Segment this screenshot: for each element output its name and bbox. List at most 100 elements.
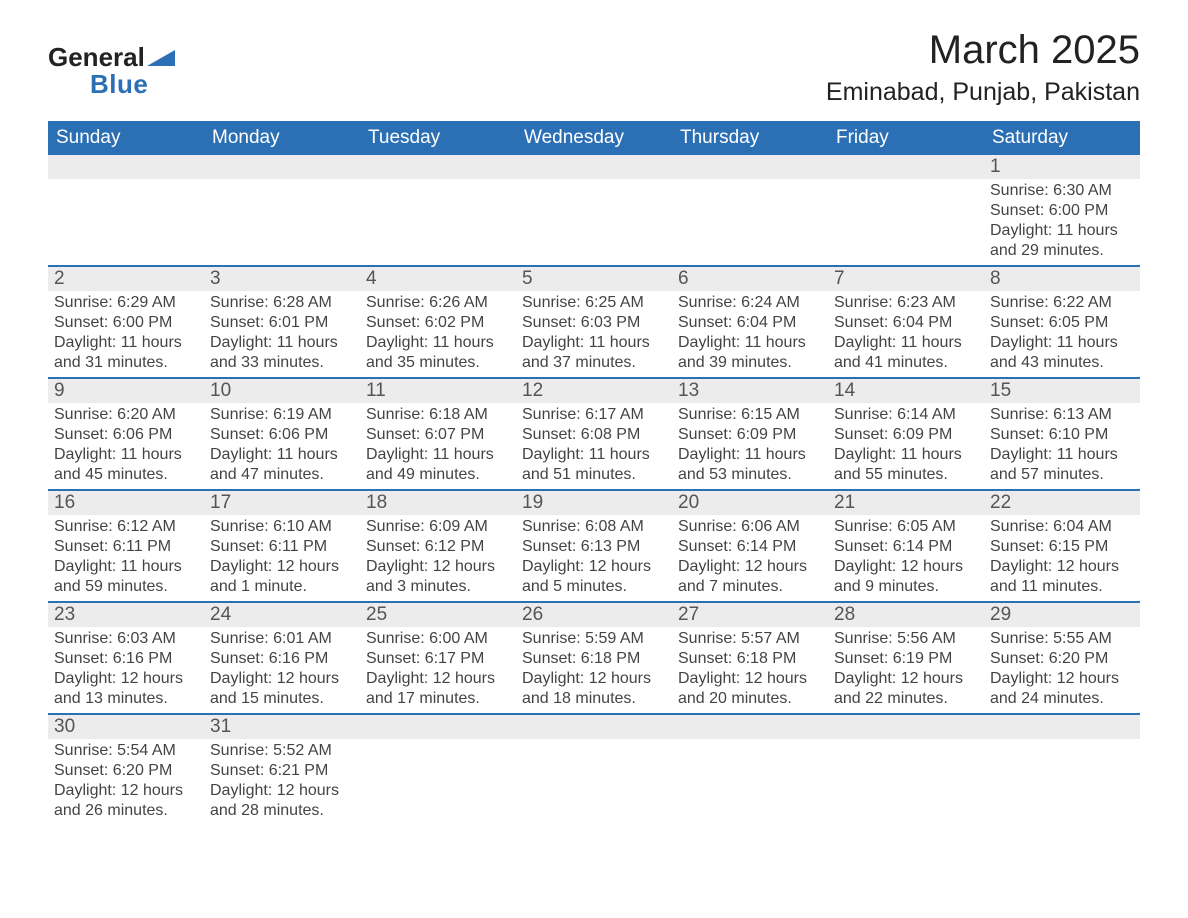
- day-d1: Daylight: 12 hours: [210, 557, 354, 577]
- day-number-cell: 18: [360, 490, 516, 515]
- day-d2: and 7 minutes.: [678, 577, 822, 597]
- day-ss: Sunset: 6:03 PM: [522, 313, 666, 333]
- day-d1: Daylight: 11 hours: [54, 333, 198, 353]
- day-d1: Daylight: 11 hours: [54, 557, 198, 577]
- day-number-cell: 6: [672, 266, 828, 291]
- day-detail-cell: [516, 179, 672, 266]
- day-number-row: 3031: [48, 714, 1140, 739]
- day-d1: Daylight: 12 hours: [834, 557, 978, 577]
- day-d1: Daylight: 12 hours: [366, 669, 510, 689]
- day-sr: Sunrise: 6:00 AM: [366, 629, 510, 649]
- day-ss: Sunset: 6:01 PM: [210, 313, 354, 333]
- day-d2: and 39 minutes.: [678, 353, 822, 373]
- day-sr: Sunrise: 5:56 AM: [834, 629, 978, 649]
- day-d2: and 47 minutes.: [210, 465, 354, 485]
- day-number-cell: 7: [828, 266, 984, 291]
- day-d1: Daylight: 12 hours: [54, 669, 198, 689]
- day-d1: Daylight: 11 hours: [54, 445, 198, 465]
- day-ss: Sunset: 6:20 PM: [54, 761, 198, 781]
- day-sr: Sunrise: 6:09 AM: [366, 517, 510, 537]
- day-sr: Sunrise: 6:23 AM: [834, 293, 978, 313]
- day-sr: Sunrise: 5:57 AM: [678, 629, 822, 649]
- day-number-cell: 4: [360, 266, 516, 291]
- day-number-cell: 29: [984, 602, 1140, 627]
- day-d2: and 43 minutes.: [990, 353, 1134, 373]
- day-sr: Sunrise: 6:10 AM: [210, 517, 354, 537]
- day-d1: Daylight: 12 hours: [522, 557, 666, 577]
- day-number-cell: [360, 155, 516, 179]
- day-number-row: 2345678: [48, 266, 1140, 291]
- day-d2: and 49 minutes.: [366, 465, 510, 485]
- day-d1: Daylight: 11 hours: [522, 333, 666, 353]
- page-subtitle: Eminabad, Punjab, Pakistan: [826, 78, 1140, 107]
- weekday-header: Sunday: [48, 121, 204, 155]
- day-sr: Sunrise: 6:20 AM: [54, 405, 198, 425]
- day-detail-cell: Sunrise: 6:17 AMSunset: 6:08 PMDaylight:…: [516, 403, 672, 490]
- day-ss: Sunset: 6:21 PM: [210, 761, 354, 781]
- day-detail-cell: Sunrise: 6:18 AMSunset: 6:07 PMDaylight:…: [360, 403, 516, 490]
- weekday-header: Saturday: [984, 121, 1140, 155]
- day-d2: and 45 minutes.: [54, 465, 198, 485]
- day-sr: Sunrise: 6:15 AM: [678, 405, 822, 425]
- day-ss: Sunset: 6:07 PM: [366, 425, 510, 445]
- day-detail-cell: Sunrise: 6:10 AMSunset: 6:11 PMDaylight:…: [204, 515, 360, 602]
- day-number-cell: [984, 714, 1140, 739]
- day-d2: and 55 minutes.: [834, 465, 978, 485]
- day-detail-cell: Sunrise: 6:01 AMSunset: 6:16 PMDaylight:…: [204, 627, 360, 714]
- day-number-cell: 15: [984, 378, 1140, 403]
- day-number-cell: [516, 155, 672, 179]
- weekday-header: Thursday: [672, 121, 828, 155]
- day-ss: Sunset: 6:09 PM: [834, 425, 978, 445]
- day-number-cell: 12: [516, 378, 672, 403]
- weekday-header-row: SundayMondayTuesdayWednesdayThursdayFrid…: [48, 121, 1140, 155]
- day-ss: Sunset: 6:15 PM: [990, 537, 1134, 557]
- day-ss: Sunset: 6:16 PM: [54, 649, 198, 669]
- day-ss: Sunset: 6:04 PM: [834, 313, 978, 333]
- day-number-row: 16171819202122: [48, 490, 1140, 515]
- day-detail-cell: Sunrise: 6:04 AMSunset: 6:15 PMDaylight:…: [984, 515, 1140, 602]
- day-d1: Daylight: 12 hours: [834, 669, 978, 689]
- day-d2: and 17 minutes.: [366, 689, 510, 709]
- day-d1: Daylight: 12 hours: [522, 669, 666, 689]
- day-ss: Sunset: 6:00 PM: [54, 313, 198, 333]
- day-d2: and 15 minutes.: [210, 689, 354, 709]
- day-detail-cell: Sunrise: 6:06 AMSunset: 6:14 PMDaylight:…: [672, 515, 828, 602]
- day-detail-cell: Sunrise: 6:14 AMSunset: 6:09 PMDaylight:…: [828, 403, 984, 490]
- day-detail-cell: Sunrise: 6:26 AMSunset: 6:02 PMDaylight:…: [360, 291, 516, 378]
- page-header: General Blue March 2025 Eminabad, Punjab…: [48, 28, 1140, 107]
- day-number-cell: 21: [828, 490, 984, 515]
- day-number-cell: 23: [48, 602, 204, 627]
- day-number-cell: 28: [828, 602, 984, 627]
- day-ss: Sunset: 6:18 PM: [678, 649, 822, 669]
- day-sr: Sunrise: 5:54 AM: [54, 741, 198, 761]
- day-d2: and 22 minutes.: [834, 689, 978, 709]
- day-sr: Sunrise: 5:59 AM: [522, 629, 666, 649]
- day-ss: Sunset: 6:14 PM: [678, 537, 822, 557]
- day-number-cell: 13: [672, 378, 828, 403]
- day-number-cell: [360, 714, 516, 739]
- day-d2: and 11 minutes.: [990, 577, 1134, 597]
- day-d1: Daylight: 12 hours: [366, 557, 510, 577]
- day-d1: Daylight: 12 hours: [990, 557, 1134, 577]
- day-d2: and 57 minutes.: [990, 465, 1134, 485]
- day-detail-cell: [516, 739, 672, 825]
- day-number-cell: [828, 714, 984, 739]
- day-d1: Daylight: 11 hours: [834, 445, 978, 465]
- calendar-body: 1Sunrise: 6:30 AMSunset: 6:00 PMDaylight…: [48, 155, 1140, 825]
- day-d2: and 26 minutes.: [54, 801, 198, 821]
- day-detail-cell: [48, 179, 204, 266]
- day-ss: Sunset: 6:12 PM: [366, 537, 510, 557]
- day-sr: Sunrise: 6:18 AM: [366, 405, 510, 425]
- day-detail-cell: Sunrise: 6:29 AMSunset: 6:00 PMDaylight:…: [48, 291, 204, 378]
- day-detail-row: Sunrise: 6:03 AMSunset: 6:16 PMDaylight:…: [48, 627, 1140, 714]
- day-d1: Daylight: 11 hours: [210, 333, 354, 353]
- day-detail-cell: [828, 739, 984, 825]
- day-detail-row: Sunrise: 6:12 AMSunset: 6:11 PMDaylight:…: [48, 515, 1140, 602]
- day-detail-cell: Sunrise: 6:05 AMSunset: 6:14 PMDaylight:…: [828, 515, 984, 602]
- day-d1: Daylight: 11 hours: [366, 333, 510, 353]
- day-ss: Sunset: 6:09 PM: [678, 425, 822, 445]
- day-sr: Sunrise: 6:06 AM: [678, 517, 822, 537]
- day-detail-cell: Sunrise: 6:13 AMSunset: 6:10 PMDaylight:…: [984, 403, 1140, 490]
- day-detail-cell: Sunrise: 6:19 AMSunset: 6:06 PMDaylight:…: [204, 403, 360, 490]
- day-detail-cell: Sunrise: 6:25 AMSunset: 6:03 PMDaylight:…: [516, 291, 672, 378]
